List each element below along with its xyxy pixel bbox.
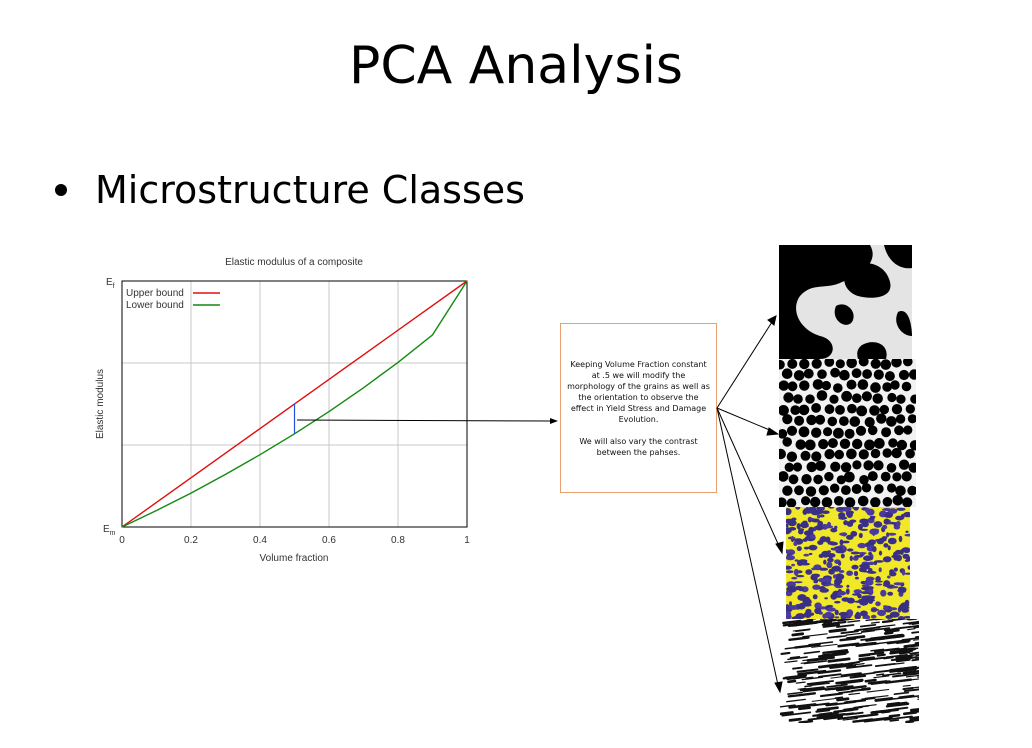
bullet-item: Microstructure Classes [55,168,525,212]
microstructure-image-blob [779,245,912,359]
plot-frame [121,280,468,528]
arrowhead-icon [766,427,780,436]
x-tick-label: 0.4 [253,535,267,546]
slide-title: PCA Analysis [348,36,683,96]
legend-lower-label: Lower bound [126,300,184,311]
series-lower-bound-line [121,280,468,528]
legend: Upper bound Lower bound [126,288,220,311]
chart-title: Elastic modulus of a composite [225,257,363,268]
y-axis-label: Elastic modulus [95,369,106,439]
y-tick-label-top: Ef [106,277,115,290]
microstructure-image-yellow-purple [786,507,910,619]
description-textbox: Keeping Volume Fraction constant at .5 w… [560,323,717,493]
arrowhead-icon [774,681,783,694]
chart-to-textbox-arrowhead-icon [550,418,558,424]
microstructure-image-dots [779,359,916,507]
chart-to-textbox-arrow [296,419,553,422]
microstructure-image-lamellar [780,619,919,723]
chart-grid [122,281,467,527]
x-tick-labels: 0 0.2 0.4 0.6 0.8 1 [119,535,470,546]
arrowhead-icon [767,315,777,326]
textbox-paragraph-2: We will also vary the contrast between t… [579,436,698,457]
x-tick-label: 0.2 [184,535,198,546]
x-tick-label: 0.6 [322,535,336,546]
x-tick-label: 0 [119,535,125,546]
x-axis-label: Volume fraction [260,553,329,564]
bullet-dot-icon [55,184,67,196]
arrowhead-icon [775,541,784,555]
textbox-paragraph-1: Keeping Volume Fraction constant at .5 w… [567,359,710,424]
bullet-text: Microstructure Classes [95,168,525,212]
x-tick-label: 0.8 [391,535,405,546]
legend-upper-label: Upper bound [126,288,184,299]
x-tick-label: 1 [464,535,470,546]
textbox-to-images-arrows [716,315,784,694]
